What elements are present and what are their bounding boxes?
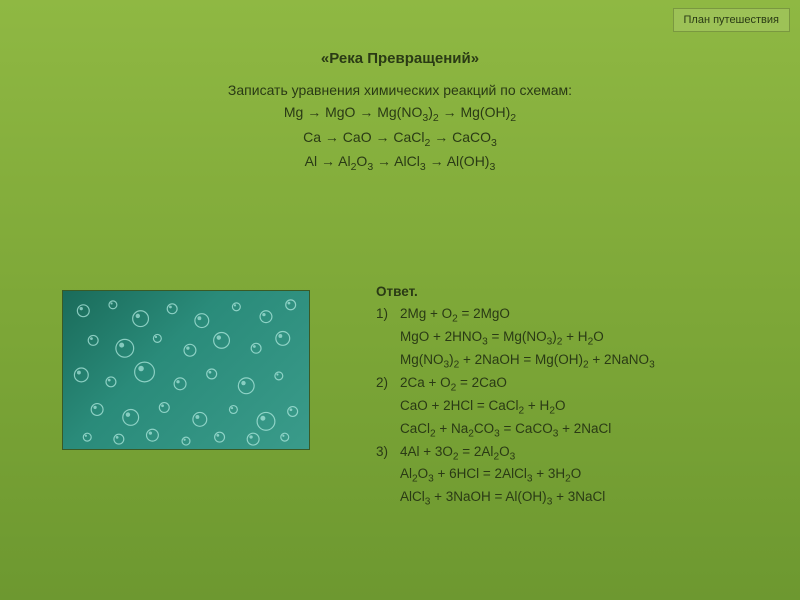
- page-title: «Река Превращений»: [0, 50, 800, 67]
- bubbles-svg: [63, 291, 309, 449]
- answer-number: 3): [376, 442, 400, 511]
- task-subtitle: Записать уравнения химических реакций по…: [0, 82, 800, 98]
- bubbles-image: [62, 290, 310, 450]
- scheme-line: Al → Al2O3 → AlCl3 → Al(OH)3: [0, 151, 800, 176]
- answer-label: Ответ.: [376, 282, 655, 302]
- travel-plan-button[interactable]: План путешествия: [673, 8, 791, 32]
- answer-equations: 2Ca + O2 = 2CaOCaO + 2HCl = CaCl2 + H2OC…: [400, 373, 611, 442]
- answer-block: 1)2Mg + O2 = 2MgOMgO + 2HNO3 = Mg(NO3)2 …: [376, 304, 655, 373]
- answer-equations: 2Mg + O2 = 2MgOMgO + 2HNO3 = Mg(NO3)2 + …: [400, 304, 655, 373]
- reaction-schemes: Mg → MgO → Mg(NO3)2 → Mg(OH)2Ca → CaO → …: [0, 102, 800, 176]
- answer-equations: 4Al + 3O2 = 2Al2O3Al2O3 + 6HCl = 2AlCl3 …: [400, 442, 605, 511]
- answer-block: 2)2Ca + O2 = 2CaOCaO + 2HCl = CaCl2 + H2…: [376, 373, 655, 442]
- scheme-line: Ca → CaO → CaCl2 → CaCO3: [0, 127, 800, 152]
- answer-number: 1): [376, 304, 400, 373]
- answer-number: 2): [376, 373, 400, 442]
- answers-section: Ответ. 1)2Mg + O2 = 2MgOMgO + 2HNO3 = Mg…: [376, 282, 655, 510]
- answer-block: 3)4Al + 3O2 = 2Al2O3Al2O3 + 6HCl = 2AlCl…: [376, 442, 655, 511]
- scheme-line: Mg → MgO → Mg(NO3)2 → Mg(OH)2: [0, 102, 800, 127]
